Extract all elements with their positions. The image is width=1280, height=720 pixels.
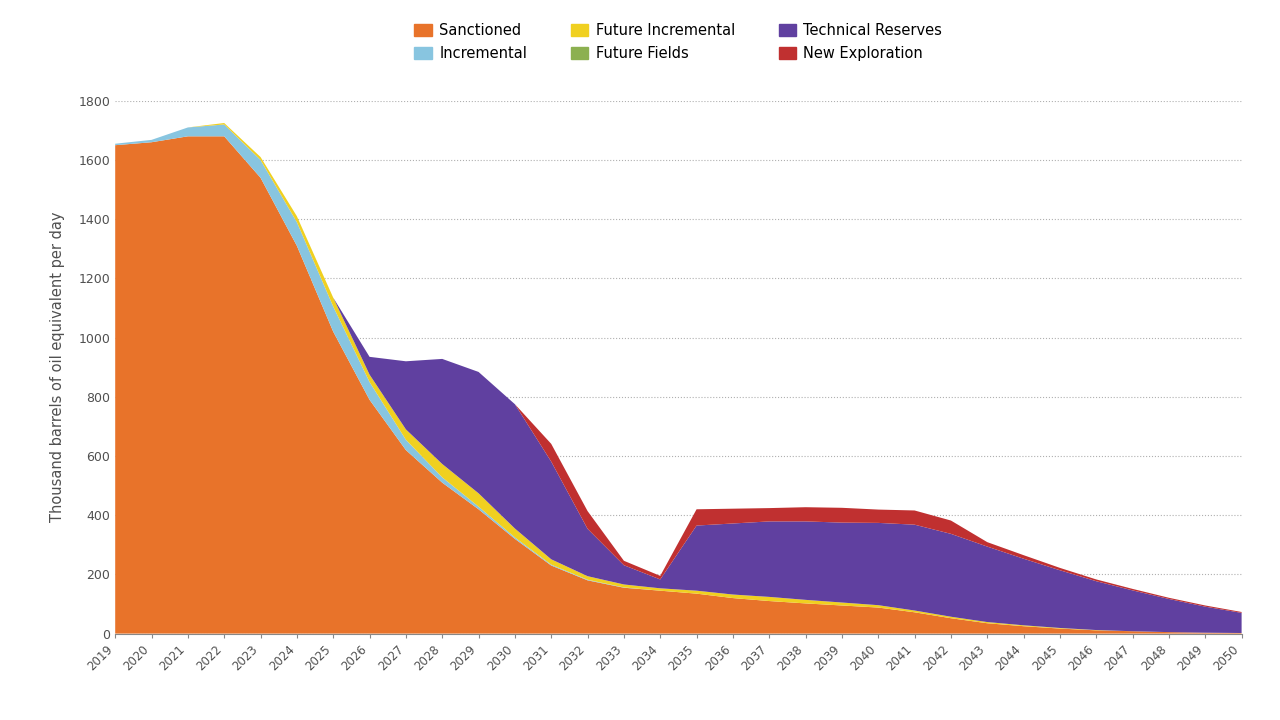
- Y-axis label: Thousand barrels of oil equivalent per day: Thousand barrels of oil equivalent per d…: [50, 212, 64, 523]
- Legend: Sanctioned, Incremental, Future Incremental, Future Fields, Technical Reserves, : Sanctioned, Incremental, Future Incremen…: [408, 17, 948, 66]
